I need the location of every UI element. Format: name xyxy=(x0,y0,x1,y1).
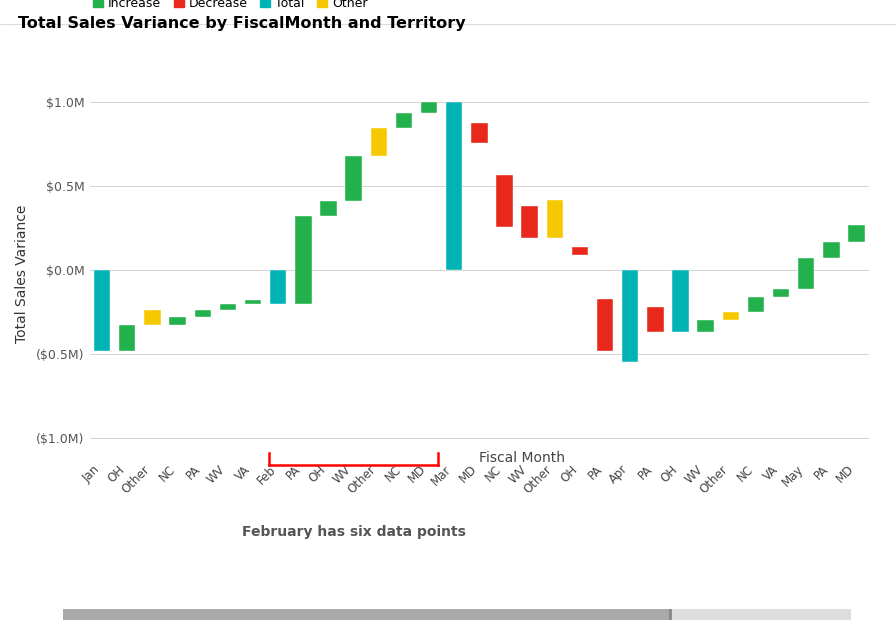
Bar xyxy=(622,270,639,363)
Text: Fiscal Month: Fiscal Month xyxy=(479,451,565,465)
Bar xyxy=(94,270,110,350)
Bar xyxy=(446,102,462,270)
Bar xyxy=(647,307,664,332)
Bar xyxy=(194,310,211,317)
Bar xyxy=(371,128,387,156)
Bar xyxy=(496,174,513,226)
Text: February has six data points: February has six data points xyxy=(242,525,466,539)
Bar xyxy=(849,225,865,242)
Legend: Increase, Decrease, Total, Other: Increase, Decrease, Total, Other xyxy=(88,0,373,15)
Bar xyxy=(270,270,287,303)
Bar xyxy=(773,289,789,297)
Bar xyxy=(547,200,563,238)
Bar xyxy=(220,303,236,310)
Bar xyxy=(63,609,670,620)
Bar xyxy=(320,202,337,216)
Bar xyxy=(396,113,412,128)
Bar xyxy=(521,207,538,238)
Bar xyxy=(421,102,437,113)
Bar xyxy=(697,321,714,332)
Bar xyxy=(572,247,588,255)
Bar xyxy=(798,258,814,289)
Bar xyxy=(169,317,185,326)
Bar xyxy=(672,270,689,332)
Bar xyxy=(471,123,487,142)
Bar xyxy=(119,326,135,350)
Bar xyxy=(245,300,262,303)
Bar xyxy=(597,299,613,350)
Bar xyxy=(346,156,362,202)
Bar xyxy=(295,216,312,303)
Bar xyxy=(748,297,764,312)
Bar xyxy=(144,310,160,326)
Bar xyxy=(823,242,840,258)
Text: Total Sales Variance by FiscalMonth and Territory: Total Sales Variance by FiscalMonth and … xyxy=(18,16,466,31)
Y-axis label: Total Sales Variance: Total Sales Variance xyxy=(15,204,30,343)
Bar xyxy=(670,609,851,620)
Bar xyxy=(723,312,739,321)
